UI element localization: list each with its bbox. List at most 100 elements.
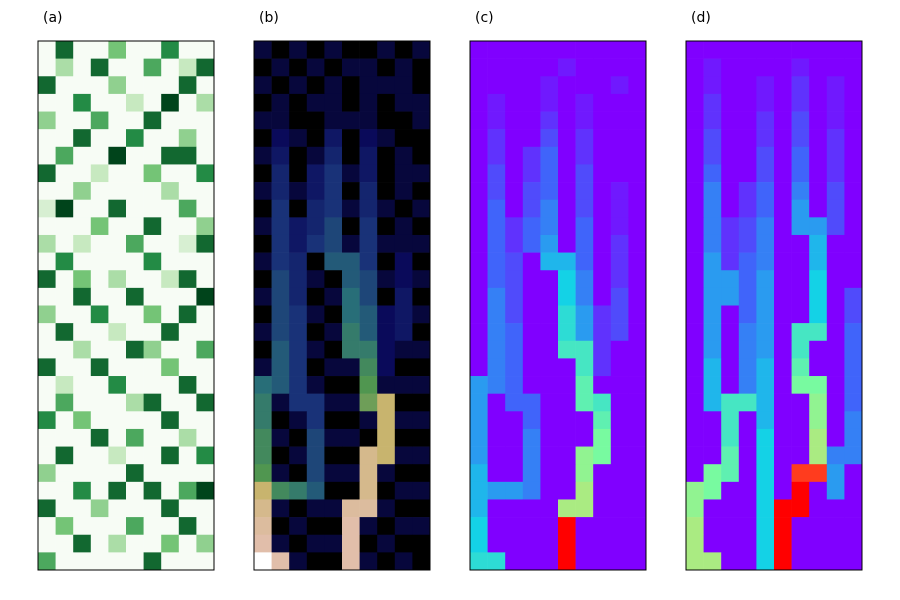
heatmap-cell: [558, 164, 576, 183]
heatmap-cell: [55, 499, 74, 518]
heatmap-cell: [791, 252, 810, 271]
heatmap-cell: [505, 358, 524, 377]
heatmap-cell: [324, 393, 343, 412]
heatmap-cell: [73, 517, 92, 536]
heatmap-cell: [470, 517, 488, 536]
heatmap-cell: [377, 217, 396, 236]
heatmap-cell: [178, 217, 197, 236]
heatmap-cell: [610, 217, 629, 236]
heatmap-cell: [359, 287, 378, 306]
heatmap-cell: [703, 111, 722, 130]
heatmap-cell: [289, 58, 308, 77]
heatmap-cell: [844, 340, 863, 359]
heatmap-cell: [505, 534, 524, 553]
panel-frame: [37, 40, 215, 571]
heatmap-cell: [342, 305, 360, 324]
heatmap-cell: [844, 129, 863, 148]
heatmap-cell: [558, 323, 576, 342]
heatmap-cell: [610, 446, 629, 465]
heatmap-cell: [610, 252, 629, 271]
heatmap-cell: [254, 481, 272, 500]
heatmap-cell: [178, 111, 197, 130]
heatmap-cell: [575, 182, 594, 200]
heatmap-cell: [90, 199, 109, 218]
heatmap-cell: [38, 464, 56, 483]
heatmap-cell: [178, 552, 197, 571]
heatmap-cell: [774, 41, 792, 59]
heatmap-cell: [791, 446, 810, 465]
heatmap-cell: [522, 305, 541, 324]
heatmap-cell: [359, 499, 378, 518]
heatmap-cell: [38, 129, 56, 148]
heatmap-cell: [686, 358, 704, 377]
heatmap-cell: [143, 182, 162, 200]
heatmap-cell: [593, 164, 612, 183]
heatmap-cell: [108, 464, 127, 483]
heatmap-cell: [844, 252, 863, 271]
heatmap-cell: [505, 129, 524, 148]
heatmap-cell: [324, 517, 343, 536]
heatmap-cell: [254, 234, 272, 253]
heatmap-cell: [55, 41, 74, 59]
heatmap-cell: [610, 58, 629, 77]
heatmap-cell: [143, 446, 162, 465]
heatmap-cell: [721, 164, 740, 183]
heatmap-cell: [73, 270, 92, 289]
heatmap-cell: [522, 552, 541, 571]
heatmap-cell: [73, 199, 92, 218]
heatmap-cell: [271, 411, 290, 430]
heatmap-cell: [721, 323, 740, 342]
heatmap-cell: [703, 428, 722, 447]
heatmap-cell: [738, 93, 757, 112]
heatmap-cell: [721, 446, 740, 465]
heatmap-cell: [55, 234, 74, 253]
heatmap-cell: [540, 41, 559, 59]
heatmap-cell: [178, 252, 197, 271]
heatmap-cell: [844, 93, 863, 112]
heatmap-cell: [271, 499, 290, 518]
heatmap-cell: [342, 217, 360, 236]
heatmap-cell: [377, 111, 396, 130]
heatmap-cell: [686, 58, 704, 77]
heatmap-cell: [844, 393, 863, 412]
heatmap-cell: [628, 164, 647, 183]
heatmap-cell: [324, 270, 343, 289]
heatmap-cell: [826, 270, 845, 289]
heatmap-cell: [73, 111, 92, 130]
heatmap-cell: [342, 464, 360, 483]
heatmap-cell: [791, 464, 810, 483]
heatmap-cell: [791, 111, 810, 130]
heatmap-cell: [271, 58, 290, 77]
heatmap-cell: [161, 393, 180, 412]
heatmap-cell: [826, 393, 845, 412]
heatmap-cell: [505, 111, 524, 130]
heatmap-cell: [412, 93, 431, 112]
heatmap-cell: [161, 287, 180, 306]
heatmap-cell: [38, 287, 56, 306]
heatmap-cell: [289, 517, 308, 536]
heatmap-cell: [306, 58, 325, 77]
heatmap-cell: [324, 58, 343, 77]
heatmap-cell: [38, 446, 56, 465]
heatmap-cell: [826, 58, 845, 77]
heatmap-cell: [306, 93, 325, 112]
heatmap-cell: [686, 464, 704, 483]
heatmap-cell: [324, 182, 343, 200]
heatmap-cell: [756, 464, 775, 483]
heatmap-cell: [271, 464, 290, 483]
heatmap-cell: [844, 464, 863, 483]
heatmap-cell: [412, 428, 431, 447]
heatmap-cell: [108, 340, 127, 359]
heatmap-cell: [254, 111, 272, 130]
heatmap-cell: [126, 287, 144, 306]
heatmap-cell: [324, 376, 343, 394]
heatmap-cell: [703, 464, 722, 483]
heatmap-cell: [377, 428, 396, 447]
heatmap-cell: [721, 217, 740, 236]
heatmap-cell: [470, 76, 488, 95]
heatmap-cell: [703, 76, 722, 95]
heatmap-cell: [161, 411, 180, 430]
heatmap-cell: [721, 411, 740, 430]
heatmap-cell: [522, 129, 541, 148]
heatmap-cell: [756, 287, 775, 306]
